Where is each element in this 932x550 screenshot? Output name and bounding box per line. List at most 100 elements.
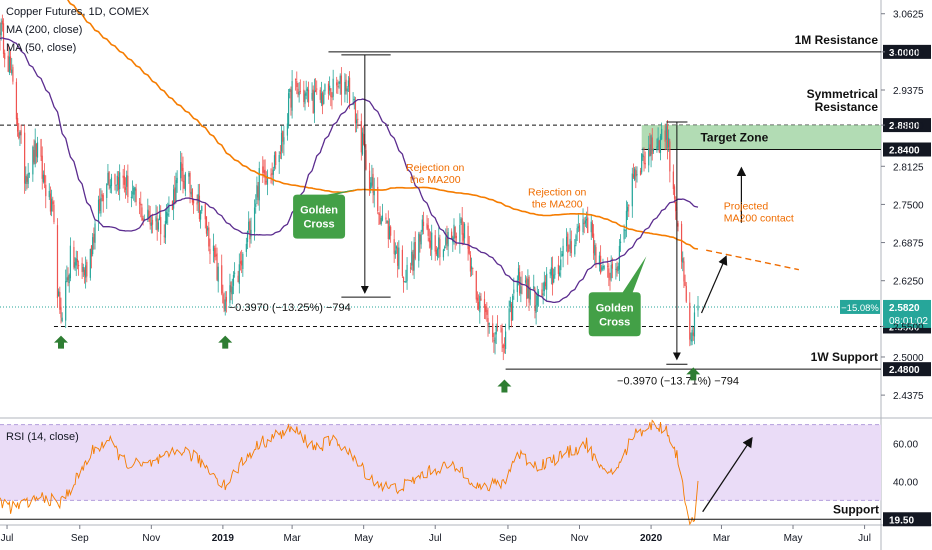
candle-body	[472, 267, 474, 269]
target-zone-layer: Target Zone	[641, 125, 881, 223]
candle-body	[463, 223, 466, 239]
candle-body	[130, 196, 132, 198]
candle-body	[198, 195, 201, 219]
x-tick-label: Sep	[499, 533, 517, 544]
candle-body	[142, 218, 144, 220]
x-tick-label: Jul	[1, 533, 14, 544]
candle-body	[33, 149, 35, 163]
last-change-box	[840, 299, 880, 314]
candle-body	[567, 233, 569, 253]
candle-body	[529, 288, 531, 300]
candle-body	[368, 170, 371, 191]
candle-body	[421, 219, 423, 232]
annotation-2-line-2: the MA200	[532, 198, 583, 210]
candle-body	[439, 239, 441, 258]
candle-body	[320, 93, 323, 104]
candle-body	[331, 96, 333, 98]
candle-body	[380, 217, 382, 224]
last-price-label: 2.5820	[889, 303, 920, 314]
ma50-line	[0, 37, 699, 304]
candle-body	[214, 247, 216, 258]
candle-body	[316, 88, 318, 90]
candle-body	[119, 172, 121, 190]
candle-body	[459, 224, 461, 242]
candle-body	[140, 203, 142, 206]
candle-body	[34, 140, 36, 165]
candle-body	[266, 175, 269, 185]
candle-body	[360, 121, 362, 153]
candle-body	[67, 276, 69, 280]
candle-body	[684, 281, 686, 286]
candle-body	[587, 217, 589, 234]
candle-body	[147, 209, 149, 219]
candle-body	[677, 223, 679, 227]
countdown-label: 08:01:02	[889, 316, 928, 327]
candle-body	[682, 258, 684, 263]
candle-body	[386, 220, 388, 224]
candle-body	[149, 216, 151, 225]
candle-body	[181, 163, 183, 171]
candle-body	[197, 194, 199, 203]
candle-body	[690, 339, 692, 341]
rsi-band	[0, 424, 881, 501]
candle-body	[379, 214, 381, 224]
candle-body	[314, 89, 317, 92]
candle-body	[576, 228, 578, 234]
candle-body	[495, 326, 497, 335]
candle-body	[402, 277, 405, 283]
candle-body	[428, 237, 430, 243]
measure-1-label: −0.3970 (−13.25%) −794	[229, 302, 351, 314]
candle-body	[196, 202, 198, 205]
candle-body	[635, 170, 637, 177]
candle-body	[305, 92, 307, 96]
candle-body	[409, 267, 412, 269]
candle-body	[180, 162, 182, 179]
candle-body	[479, 296, 481, 313]
candle-body	[585, 219, 588, 221]
candle-body	[569, 238, 571, 250]
candle-body	[28, 173, 30, 175]
candle-body	[116, 175, 118, 185]
candle-body	[223, 303, 225, 309]
candle-body	[82, 266, 84, 272]
candle-body	[143, 218, 145, 220]
candle-body	[442, 249, 445, 258]
last-price-box	[883, 299, 931, 328]
candle-body	[246, 230, 249, 243]
candle-body	[231, 286, 233, 295]
candle-body	[659, 136, 662, 153]
y-tick-label: 2.5000	[893, 353, 924, 364]
y-tick-label: 3.0625	[893, 10, 924, 21]
candle-body	[298, 91, 300, 96]
candle-body	[76, 259, 79, 263]
candle-body	[683, 261, 685, 282]
candle-body	[345, 79, 347, 92]
candle-body	[557, 264, 559, 274]
candle-body	[340, 75, 342, 95]
candle-body	[592, 233, 595, 254]
candle-body	[420, 234, 422, 245]
candle-body	[225, 296, 228, 302]
candle-body	[470, 266, 473, 270]
candle-body	[201, 205, 203, 212]
candle-body	[26, 176, 28, 182]
candle-body	[99, 198, 101, 211]
candle-body	[53, 204, 55, 223]
candle-body	[496, 326, 498, 328]
candle-body	[393, 239, 395, 254]
candle-body	[330, 88, 332, 97]
candle-body	[60, 307, 62, 318]
candle-body	[86, 261, 88, 277]
candle-body	[9, 56, 12, 71]
candle-body	[388, 226, 391, 240]
candle-body	[438, 237, 440, 250]
candle-body	[176, 177, 178, 184]
candle-body	[275, 151, 277, 166]
candle-body	[566, 236, 568, 247]
candle-body	[503, 345, 506, 347]
candle-body	[7, 55, 9, 72]
candle-body	[122, 175, 124, 178]
candle-body	[461, 218, 463, 235]
candle-body	[329, 85, 331, 91]
candle-body	[584, 220, 586, 224]
